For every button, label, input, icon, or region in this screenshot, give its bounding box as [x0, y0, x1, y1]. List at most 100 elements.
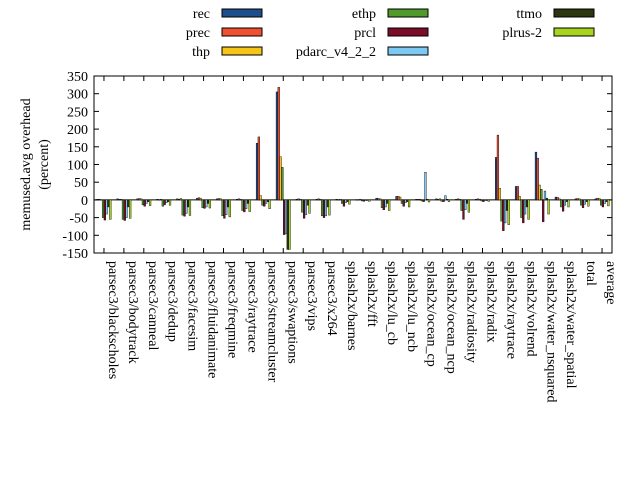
- x-tick-label: splash2x/ocean_cp: [424, 261, 439, 367]
- bar-ethp: [500, 199, 503, 222]
- bar-ttmo: [545, 197, 548, 201]
- bar-thp: [538, 184, 541, 201]
- bar-ethp: [221, 199, 224, 217]
- bar-thp: [219, 198, 222, 201]
- bar-ttmo: [306, 199, 309, 206]
- bar-thp: [259, 195, 262, 201]
- bar-thp: [399, 196, 402, 201]
- bar-ethp: [580, 199, 583, 206]
- bar-prcl: [283, 199, 286, 235]
- bar-prec: [476, 198, 480, 201]
- bar-prcl: [322, 199, 326, 218]
- bar-rec: [375, 197, 378, 201]
- bar-thp: [438, 198, 442, 201]
- bar-prec: [197, 197, 201, 201]
- bar-ttmo: [127, 199, 130, 208]
- bar-ttmo: [147, 199, 150, 202]
- legend-swatch: [553, 27, 595, 37]
- bar-ttmo: [446, 198, 449, 201]
- bar-prec: [556, 197, 559, 201]
- x-tick-label: parsec3/swaptions: [284, 261, 299, 364]
- bar-plrus-2: [527, 199, 530, 220]
- bar-ttmo: [386, 199, 389, 204]
- legend-swatch: [221, 46, 263, 56]
- bar-pdarc_v4_2_2: [264, 199, 268, 204]
- bar-ethp: [560, 199, 563, 208]
- bar-pdarc_v4_2_2: [523, 199, 527, 215]
- bar-prec: [98, 198, 101, 201]
- bar-pdarc_v4_2_2: [185, 199, 188, 214]
- bar-prec: [257, 136, 260, 201]
- bar-pdarc_v4_2_2: [543, 190, 547, 201]
- x-tick-label: splash2x/volrend: [523, 261, 538, 357]
- x-tick-label: parsec3/bodytrack: [125, 261, 140, 364]
- legend-label: rec: [193, 7, 210, 22]
- legend-swatch: [387, 8, 429, 18]
- bar-plrus-2: [547, 199, 550, 215]
- bar-ttmo: [246, 199, 250, 204]
- x-tick-label: splash2x/radiosity: [464, 261, 479, 363]
- bar-pdarc_v4_2_2: [205, 199, 208, 208]
- bar-rec: [255, 143, 259, 201]
- bar-rec: [594, 198, 597, 201]
- bar-prec: [158, 199, 161, 201]
- bar-rec: [156, 198, 159, 201]
- y-tick-label: 350: [67, 70, 88, 85]
- bar-plrus-2: [208, 199, 211, 209]
- legend-swatch: [387, 27, 429, 37]
- bar-ttmo: [107, 199, 110, 208]
- y-tick-label: 250: [67, 105, 88, 120]
- bar-rec: [196, 197, 199, 201]
- bar-ttmo: [465, 199, 469, 204]
- bar-prcl: [263, 199, 266, 207]
- bar-ethp: [121, 199, 125, 220]
- bar-rec: [355, 199, 358, 201]
- bar-plrus-2: [587, 199, 590, 207]
- bar-plrus-2: [447, 199, 451, 202]
- bar-thp: [379, 198, 382, 201]
- bar-pdarc_v4_2_2: [364, 199, 367, 201]
- bar-plrus-2: [228, 199, 231, 218]
- bar-pdarc_v4_2_2: [225, 199, 228, 215]
- bar-pdarc_v4_2_2: [424, 172, 427, 201]
- bar-ethp: [181, 199, 184, 216]
- bar-prec: [317, 198, 320, 201]
- bar-prec: [397, 196, 400, 201]
- bar-prcl: [243, 199, 246, 213]
- bar-ttmo: [167, 199, 170, 202]
- bar-prcl: [382, 199, 385, 211]
- bar-rec: [534, 151, 538, 201]
- bar-rec: [495, 157, 498, 201]
- bar-ttmo: [406, 199, 409, 202]
- bar-plrus-2: [149, 199, 152, 206]
- y-axis-label-line: (percent): [37, 139, 52, 190]
- x-tick-label: parsec3/vips: [304, 261, 319, 331]
- bar-ethp: [241, 199, 244, 211]
- y-tick-label: 100: [67, 159, 88, 174]
- bar-prcl: [422, 199, 425, 202]
- bar-prcl: [223, 199, 226, 219]
- bar-plrus-2: [188, 199, 192, 216]
- plot-frame: [93, 75, 613, 254]
- bar-rec: [236, 198, 239, 201]
- x-tick-label: splash2x/ocean_ncp: [444, 261, 459, 374]
- bar-ttmo: [565, 199, 568, 202]
- bar-plrus-2: [607, 199, 610, 207]
- bar-prec: [417, 198, 420, 201]
- bar-rec: [176, 198, 179, 201]
- legend: rec prec thp ethp prcl pdarc_v4_2_2 ttmo plrus-…: [186, 7, 595, 60]
- bar-ethp: [141, 199, 145, 206]
- bar-prec: [118, 198, 121, 201]
- legend-label: plrus-2: [502, 26, 542, 41]
- bar-ethp: [540, 189, 543, 201]
- bar-plrus-2: [109, 199, 112, 220]
- bar-pdarc_v4_2_2: [125, 199, 128, 218]
- bar-prec: [337, 199, 340, 201]
- bar-rec: [554, 196, 557, 201]
- bar-thp: [279, 156, 282, 201]
- bar-pdarc_v4_2_2: [464, 199, 467, 211]
- bar-pdarc_v4_2_2: [484, 199, 487, 201]
- bar-pdarc_v4_2_2: [284, 199, 288, 234]
- bar-plrus-2: [308, 199, 311, 214]
- x-tick-label: parsec3/dedup: [165, 261, 180, 342]
